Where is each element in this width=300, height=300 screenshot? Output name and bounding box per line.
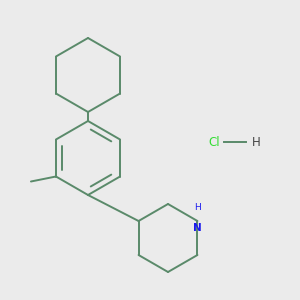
Text: H: H bbox=[252, 136, 261, 148]
Text: H: H bbox=[194, 203, 201, 212]
Text: N: N bbox=[193, 223, 202, 233]
Text: Cl: Cl bbox=[208, 136, 220, 148]
